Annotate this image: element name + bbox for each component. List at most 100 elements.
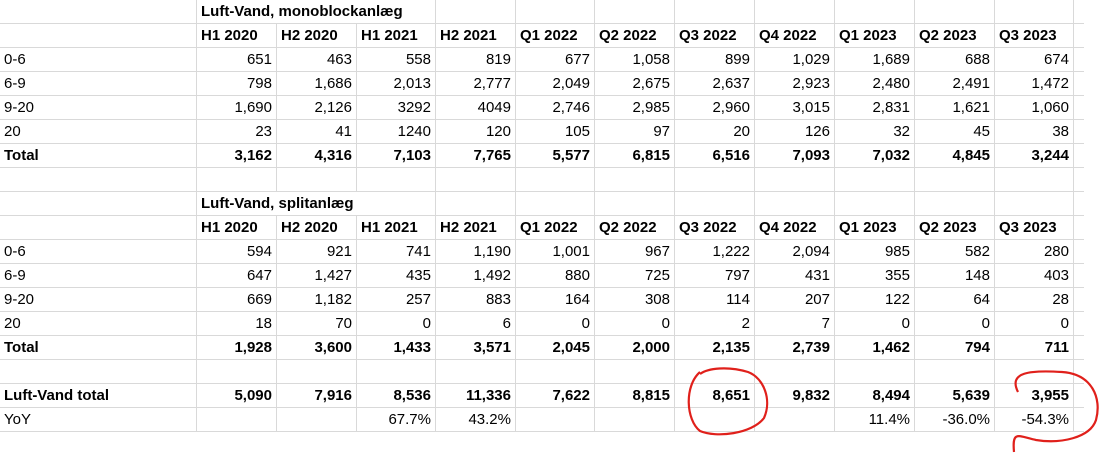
empty-cell[interactable] bbox=[675, 0, 755, 24]
column-header[interactable]: Q2 2023 bbox=[915, 24, 995, 48]
summary-cell[interactable] bbox=[595, 408, 675, 432]
summary-cell[interactable] bbox=[675, 408, 755, 432]
column-header[interactable]: Q2 2022 bbox=[595, 216, 675, 240]
data-cell[interactable]: 1,190 bbox=[436, 240, 516, 264]
data-cell[interactable]: 967 bbox=[595, 240, 675, 264]
summary-cell[interactable]: -36.0% bbox=[915, 408, 995, 432]
data-cell[interactable]: 2,000 bbox=[595, 336, 675, 360]
row-label[interactable]: 20 bbox=[0, 312, 197, 336]
data-cell[interactable]: 1,029 bbox=[755, 48, 835, 72]
summary-cell[interactable]: 5,090 bbox=[197, 384, 277, 408]
empty-cell[interactable] bbox=[1074, 96, 1084, 120]
data-cell[interactable]: 558 bbox=[357, 48, 436, 72]
column-header[interactable]: Q3 2023 bbox=[995, 216, 1074, 240]
column-header[interactable]: H2 2020 bbox=[277, 24, 357, 48]
empty-cell[interactable] bbox=[1074, 264, 1084, 288]
data-cell[interactable]: 3,571 bbox=[436, 336, 516, 360]
data-cell[interactable]: 0 bbox=[357, 312, 436, 336]
empty-cell[interactable] bbox=[516, 360, 595, 384]
row-label[interactable]: Total bbox=[0, 336, 197, 360]
data-cell[interactable]: 0 bbox=[595, 312, 675, 336]
empty-cell[interactable] bbox=[595, 360, 675, 384]
data-cell[interactable]: 403 bbox=[995, 264, 1074, 288]
column-header[interactable]: H1 2020 bbox=[197, 216, 277, 240]
data-cell[interactable]: 794 bbox=[915, 336, 995, 360]
data-cell[interactable]: 1,060 bbox=[995, 96, 1074, 120]
data-cell[interactable]: 1,492 bbox=[436, 264, 516, 288]
empty-cell[interactable] bbox=[755, 168, 835, 192]
data-cell[interactable]: 7,765 bbox=[436, 144, 516, 168]
summary-cell[interactable]: 9,832 bbox=[755, 384, 835, 408]
column-header[interactable]: Q3 2022 bbox=[675, 24, 755, 48]
data-cell[interactable]: 1,433 bbox=[357, 336, 436, 360]
empty-cell[interactable] bbox=[197, 360, 277, 384]
data-cell[interactable]: 2,746 bbox=[516, 96, 595, 120]
data-cell[interactable]: 3,600 bbox=[277, 336, 357, 360]
empty-cell[interactable] bbox=[0, 168, 197, 192]
empty-cell[interactable] bbox=[277, 360, 357, 384]
row-label[interactable]: 0-6 bbox=[0, 240, 197, 264]
column-header[interactable]: Q1 2023 bbox=[835, 24, 915, 48]
empty-cell[interactable] bbox=[1074, 312, 1084, 336]
data-cell[interactable]: 6,815 bbox=[595, 144, 675, 168]
data-cell[interactable]: 2,045 bbox=[516, 336, 595, 360]
empty-cell[interactable] bbox=[995, 192, 1074, 216]
data-cell[interactable]: 1,182 bbox=[277, 288, 357, 312]
data-cell[interactable]: 1,462 bbox=[835, 336, 915, 360]
empty-cell[interactable] bbox=[835, 0, 915, 24]
empty-cell[interactable] bbox=[1074, 120, 1084, 144]
empty-cell[interactable] bbox=[1074, 240, 1084, 264]
summary-cell[interactable]: 8,494 bbox=[835, 384, 915, 408]
summary-cell[interactable]: 8,651 bbox=[675, 384, 755, 408]
data-cell[interactable]: 651 bbox=[197, 48, 277, 72]
data-cell[interactable]: 23 bbox=[197, 120, 277, 144]
data-cell[interactable]: 582 bbox=[915, 240, 995, 264]
column-header[interactable]: H1 2020 bbox=[197, 24, 277, 48]
data-cell[interactable]: 674 bbox=[995, 48, 1074, 72]
data-cell[interactable]: 2,013 bbox=[357, 72, 436, 96]
column-header[interactable]: Q1 2023 bbox=[835, 216, 915, 240]
data-cell[interactable]: 921 bbox=[277, 240, 357, 264]
summary-cell[interactable]: 3,955 bbox=[995, 384, 1074, 408]
data-cell[interactable]: 688 bbox=[915, 48, 995, 72]
empty-cell[interactable] bbox=[595, 0, 675, 24]
row-label[interactable]: 20 bbox=[0, 120, 197, 144]
column-header[interactable]: Q2 2022 bbox=[595, 24, 675, 48]
data-cell[interactable]: 0 bbox=[516, 312, 595, 336]
data-cell[interactable]: 126 bbox=[755, 120, 835, 144]
data-cell[interactable]: 0 bbox=[835, 312, 915, 336]
empty-cell[interactable] bbox=[995, 0, 1074, 24]
data-cell[interactable]: 899 bbox=[675, 48, 755, 72]
data-cell[interactable]: 2,637 bbox=[675, 72, 755, 96]
data-cell[interactable]: 2,094 bbox=[755, 240, 835, 264]
column-header[interactable]: Q1 2022 bbox=[516, 24, 595, 48]
empty-cell[interactable] bbox=[1074, 192, 1084, 216]
data-cell[interactable]: 677 bbox=[516, 48, 595, 72]
data-cell[interactable]: 114 bbox=[675, 288, 755, 312]
summary-cell[interactable]: 5,639 bbox=[915, 384, 995, 408]
data-cell[interactable]: 280 bbox=[995, 240, 1074, 264]
data-cell[interactable]: 797 bbox=[675, 264, 755, 288]
data-cell[interactable]: 64 bbox=[915, 288, 995, 312]
empty-cell[interactable] bbox=[516, 0, 595, 24]
column-header[interactable]: Q1 2022 bbox=[516, 216, 595, 240]
row-label[interactable]: Total bbox=[0, 144, 197, 168]
empty-cell[interactable] bbox=[0, 360, 197, 384]
data-cell[interactable]: 105 bbox=[516, 120, 595, 144]
empty-cell[interactable] bbox=[0, 192, 197, 216]
data-cell[interactable]: 1,686 bbox=[277, 72, 357, 96]
summary-label[interactable]: YoY bbox=[0, 408, 197, 432]
data-cell[interactable]: 2,135 bbox=[675, 336, 755, 360]
row-label[interactable]: 9-20 bbox=[0, 288, 197, 312]
empty-cell[interactable] bbox=[516, 168, 595, 192]
row-label[interactable]: 0-6 bbox=[0, 48, 197, 72]
summary-cell[interactable] bbox=[197, 408, 277, 432]
data-cell[interactable]: 6,516 bbox=[675, 144, 755, 168]
data-cell[interactable]: 1,222 bbox=[675, 240, 755, 264]
data-cell[interactable]: 2,675 bbox=[595, 72, 675, 96]
data-cell[interactable]: 2,777 bbox=[436, 72, 516, 96]
column-header[interactable]: H1 2021 bbox=[357, 24, 436, 48]
empty-cell[interactable] bbox=[755, 360, 835, 384]
data-cell[interactable]: 741 bbox=[357, 240, 436, 264]
data-cell[interactable]: 41 bbox=[277, 120, 357, 144]
